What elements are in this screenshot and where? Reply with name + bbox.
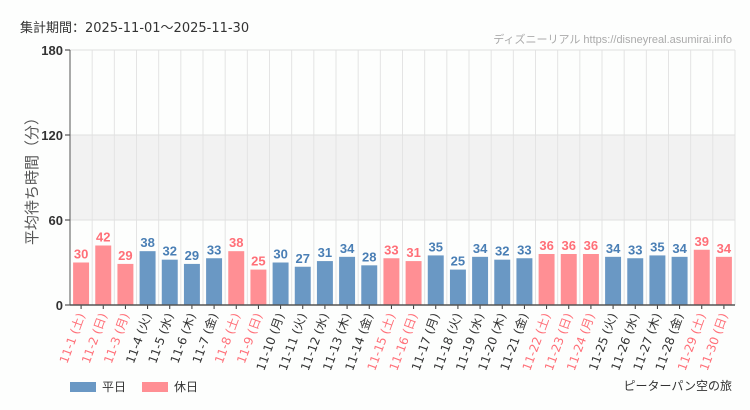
bar <box>560 254 577 305</box>
y-tick-label: 120 <box>41 128 63 143</box>
data-label: 33 <box>384 242 398 257</box>
bar <box>73 262 90 305</box>
bar <box>95 245 112 305</box>
data-label: 34 <box>717 241 732 256</box>
bar <box>605 256 622 305</box>
legend-swatch-holiday <box>142 381 169 392</box>
bar <box>671 256 688 305</box>
y-tick-label: 60 <box>49 213 63 228</box>
bar <box>228 251 245 305</box>
data-label: 39 <box>695 234 709 249</box>
bar <box>715 256 732 305</box>
bar <box>272 262 289 305</box>
bar <box>516 258 533 305</box>
attraction-name: ピーターパン空の旅 <box>623 379 732 393</box>
data-label: 32 <box>163 244 177 259</box>
bar <box>649 255 666 305</box>
data-label: 28 <box>362 249 376 264</box>
bar <box>538 254 555 305</box>
bar <box>316 261 333 305</box>
data-label: 27 <box>296 251 310 266</box>
data-label: 33 <box>207 242 221 257</box>
data-label: 25 <box>251 254 265 269</box>
period-label: 集計期間：2025-11-01〜2025-11-30 <box>20 21 250 36</box>
data-label: 31 <box>406 245 420 260</box>
data-label: 30 <box>74 247 88 262</box>
y-axis-label: 平均待ち時間（分） <box>23 110 41 245</box>
bar <box>206 258 223 305</box>
data-label: 36 <box>539 238 553 253</box>
data-label: 35 <box>429 239 443 254</box>
bar <box>627 258 644 305</box>
data-label: 34 <box>672 241 687 256</box>
data-label: 29 <box>185 248 199 263</box>
data-label: 34 <box>340 241 355 256</box>
bar <box>183 263 200 305</box>
data-label: 25 <box>451 254 465 269</box>
data-label: 35 <box>650 239 664 254</box>
legend-swatch-weekday <box>70 381 96 392</box>
bar <box>161 259 178 305</box>
bar <box>250 269 267 305</box>
legend-label-holiday: 休日 <box>174 380 199 394</box>
bar <box>405 261 422 305</box>
bar <box>427 255 444 305</box>
data-label: 36 <box>584 238 598 253</box>
bar <box>472 256 489 305</box>
legend-label-weekday: 平日 <box>102 380 127 394</box>
legend-holiday[interactable]: 休日 <box>142 378 198 395</box>
data-label: 42 <box>96 230 110 245</box>
data-label: 31 <box>318 245 332 260</box>
data-label: 30 <box>273 247 287 262</box>
data-label: 34 <box>473 241 488 256</box>
bar <box>494 259 511 305</box>
data-label: 29 <box>118 248 132 263</box>
bar <box>361 265 378 305</box>
data-label: 38 <box>229 235 243 250</box>
bar <box>582 254 599 305</box>
site-credit: ディズニーリアル https://disneyreal.asumirai.inf… <box>493 34 732 46</box>
y-tick-label: 180 <box>41 43 63 58</box>
bar <box>294 266 311 305</box>
legend-weekday[interactable]: 平日 <box>70 378 126 395</box>
bar <box>117 263 134 305</box>
data-label: 36 <box>562 238 576 253</box>
data-label: 33 <box>517 242 531 257</box>
bar <box>693 249 710 305</box>
data-label: 32 <box>495 244 509 259</box>
y-tick-label: 0 <box>56 298 63 313</box>
legend: 平日 休日 <box>70 378 198 395</box>
data-label: 33 <box>628 242 642 257</box>
data-label: 34 <box>606 241 621 256</box>
data-label: 38 <box>140 235 154 250</box>
bar <box>449 269 466 305</box>
bar <box>139 251 156 305</box>
bar <box>339 256 356 305</box>
bar <box>383 258 400 305</box>
